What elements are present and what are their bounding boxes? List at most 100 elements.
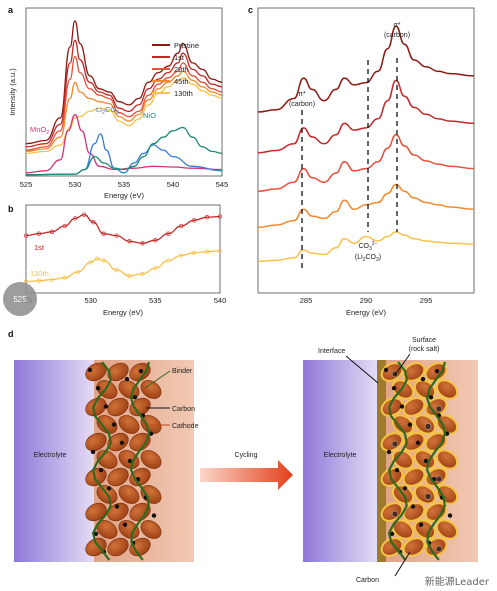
series-point-b-130th [88,260,93,265]
carbon-particle-striped [424,493,432,500]
label-electrolyte-right: Electrolyte [324,452,357,459]
series-line-c-1st [257,79,475,154]
series-point-b-1st [114,233,119,238]
panel-a-xticks: 525 530 535 540 545 [20,180,229,189]
cathode-particle [402,362,426,382]
carbon-particle-striped [435,405,443,413]
series-point-b-130th [36,278,42,283]
panel-c-xlabel: Energy (eV) [346,308,387,317]
panel-a-series [25,20,223,176]
binder-pointer [144,370,171,389]
panel-b-label-1st: 1st [34,243,45,252]
binder-strand [129,361,151,561]
series-line-a-45th [25,70,223,153]
carbon-dot [386,449,392,455]
cycling-arrow [200,460,293,490]
cathode-particle [140,450,162,469]
cathode-particles-left [85,361,162,561]
label-interface: Interface [318,348,345,355]
binder-strand [425,361,447,561]
binder-strand [91,361,112,561]
cathode-particle [118,380,140,399]
series-point-b-130th [75,269,80,275]
panel-b-letter: b [8,204,14,214]
pi-star-sublabel: (carbon) [289,101,315,108]
panel-b-xtick-540: 540 [214,296,227,305]
carbon-bottom-pointer [394,551,411,577]
cathode-particle [424,432,448,452]
series-point-b-130th [179,253,184,258]
series-point-b-1st [166,231,171,236]
carbon-dot [90,449,96,455]
overlay-circle-button[interactable]: 525 [3,282,37,316]
panel-a-letter: a [8,5,14,15]
co3-label: CO32− [359,241,378,252]
pi-star-label: π* [298,91,306,98]
panel-b-xtick-530: 530 [84,296,97,305]
cathode-particle [129,432,151,452]
ref-label-li2co3: Li2CO3 [96,105,119,116]
legend-label-45th: 45th [174,77,189,86]
cathode-particle [118,415,140,434]
panel-a-xtick-525: 525 [20,180,33,189]
panel-a-xlabel: Energy (eV) [104,191,145,200]
carbon-dot [127,458,133,464]
carbon-dot [124,376,130,382]
cathode-particle [107,467,129,487]
label-binder: Binder [172,368,193,375]
cathode-particle [402,397,426,417]
label-cycling: Cycling [235,452,258,459]
electrolyte-region-right [303,360,377,562]
panel-a-xtick-535: 535 [118,180,131,189]
series-point-b-1st [204,215,210,220]
carbon-dot [407,422,413,427]
series-point-b-1st [191,218,197,223]
series-point-b-130th [217,248,223,254]
cathode-particle [118,485,140,504]
series-line-b-130th [25,250,221,283]
carbon-dot [119,440,125,445]
carbon-dot [98,467,104,473]
panel-b-label-130th: 130th [30,269,49,278]
carbon-dot [93,531,99,536]
label-carbon: Carbon [172,406,195,413]
watermark: 新能源Leader [422,573,491,588]
cathode-particle [85,502,107,522]
carbon-dot [418,522,424,527]
cathode-particle [413,484,437,505]
carbon-dot [87,367,93,373]
carbon-dot [410,504,416,509]
cathode-particle [402,467,426,487]
panel-c-xtick-290: 290 [360,296,373,305]
legend-label-pristine: Pristine [174,41,199,50]
series-point-b-1st [36,231,42,236]
series-line-c-pristine [257,25,475,113]
cathode-particle [140,520,162,539]
interface-pointer [345,355,379,384]
series-point-b-130th [127,273,132,278]
cathode-particle [85,397,107,417]
panel-a-legend: Pristine 1st 20th 45th 130th [152,41,199,98]
panel-c-series [257,25,475,263]
cathode-particle [413,414,437,435]
label-electrolyte-left: Electrolyte [34,452,67,459]
series-point-b-1st [82,212,87,217]
series-point-b-1st [72,216,78,221]
cathode-particle [107,362,129,382]
panel-c-frame [257,7,475,294]
series-line-c-20th [257,133,475,192]
carbon-dot [389,531,395,536]
carbon-dot [122,522,128,527]
panel-c-letter: c [248,5,253,15]
panel-a-xtick-530: 530 [69,180,82,189]
ref-label-mno2: MnO2 [30,125,49,136]
carbon-particle-striped [424,423,432,430]
series-point-b-130th [114,267,119,273]
binder-strand [388,361,408,561]
panel-b-xlabel: Energy (eV) [103,308,144,317]
series-line-a-pristine [25,20,223,145]
carbon-dot [399,404,405,409]
panel-b-xtick-535: 535 [149,296,162,305]
sigma-star-label: σ* [393,22,400,29]
